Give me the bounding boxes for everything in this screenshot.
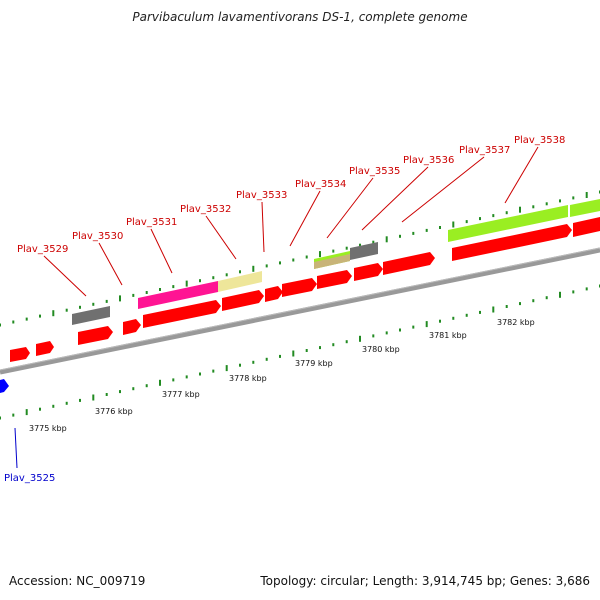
kbp-scale: 3775 kbp 3776 kbp 3777 kbp 3778 kbp 3779 kbp… bbox=[29, 318, 535, 433]
kbp-scale-label: 3782 kbp bbox=[497, 318, 535, 327]
gene-label[interactable]: Plav_3538 bbox=[514, 135, 565, 146]
kbp-scale-label: 3778 kbp bbox=[229, 374, 267, 383]
category-bar-magenta[interactable] bbox=[138, 281, 218, 309]
gene-arrow[interactable] bbox=[354, 263, 383, 281]
gene-arrow[interactable] bbox=[265, 286, 283, 302]
category-bar-khaki[interactable] bbox=[218, 271, 262, 292]
category-bar-lime-large[interactable] bbox=[448, 205, 568, 242]
reverse-gene-arrow[interactable] bbox=[0, 379, 9, 393]
leader-line bbox=[401, 156, 485, 223]
gene-label[interactable]: Plav_3534 bbox=[295, 179, 346, 190]
gene-arrow[interactable] bbox=[222, 290, 264, 311]
gene-label-track: Plav_3525Plav_3529Plav_3530Plav_3531Plav… bbox=[4, 135, 565, 484]
inner-tick-track bbox=[0, 284, 600, 420]
gene-arrow[interactable] bbox=[573, 217, 600, 237]
leader-line bbox=[43, 255, 87, 297]
gene-label[interactable]: Plav_3533 bbox=[236, 190, 287, 201]
gene-label[interactable]: Plav_3525 bbox=[4, 473, 55, 484]
genome-title: Parvibaculum lavamentivorans DS-1, compl… bbox=[132, 10, 468, 24]
gene-label[interactable]: Plav_3531 bbox=[126, 217, 177, 228]
leader-line bbox=[361, 166, 429, 231]
leader-line bbox=[98, 242, 123, 286]
category-bar-gray-2[interactable] bbox=[350, 242, 378, 260]
label-leader-lines bbox=[14, 146, 539, 469]
gene-arrow[interactable] bbox=[78, 326, 113, 345]
kbp-scale-label: 3781 kbp bbox=[429, 331, 467, 340]
genome-summary-text: Topology: circular; Length: 3,914,745 bp… bbox=[260, 574, 590, 588]
leader-line bbox=[326, 177, 374, 239]
gene-label[interactable]: Plav_3530 bbox=[72, 231, 123, 242]
leader-line bbox=[289, 190, 321, 247]
forward-gene-track bbox=[10, 217, 600, 362]
gene-arrow[interactable] bbox=[282, 278, 317, 297]
kbp-scale-label: 3775 kbp bbox=[29, 424, 67, 433]
gene-arrow[interactable] bbox=[123, 319, 141, 335]
gene-arrow[interactable] bbox=[317, 270, 352, 289]
gene-label[interactable]: Plav_3535 bbox=[349, 166, 400, 177]
gene-arrow[interactable] bbox=[36, 341, 54, 356]
gene-label[interactable]: Plav_3532 bbox=[180, 204, 231, 215]
leader-line bbox=[261, 201, 265, 253]
gene-label[interactable]: Plav_3529 bbox=[17, 244, 68, 255]
kbp-scale-label: 3780 kbp bbox=[362, 345, 400, 354]
category-track bbox=[72, 199, 600, 325]
accession-text: Accession: NC_009719 bbox=[9, 574, 146, 588]
kbp-scale-label: 3777 kbp bbox=[162, 390, 200, 399]
outer-tick-track bbox=[0, 190, 600, 327]
leader-line bbox=[205, 215, 237, 260]
leader-line bbox=[14, 427, 18, 469]
gene-arrow[interactable] bbox=[10, 347, 30, 362]
gene-label[interactable]: Plav_3536 bbox=[403, 155, 454, 166]
genome-backbone-highlight bbox=[0, 247, 600, 371]
genome-backbone bbox=[0, 247, 600, 375]
leader-line bbox=[150, 228, 173, 274]
gene-arrow[interactable] bbox=[143, 300, 221, 328]
gene-arrow[interactable] bbox=[383, 252, 435, 275]
kbp-scale-label: 3779 kbp bbox=[295, 359, 333, 368]
category-bar-lime-edge[interactable] bbox=[570, 199, 600, 217]
category-bar-gray[interactable] bbox=[72, 306, 110, 325]
gene-arrow[interactable] bbox=[452, 224, 572, 261]
leader-line bbox=[504, 146, 539, 204]
kbp-scale-label: 3776 kbp bbox=[95, 407, 133, 416]
category-bar-tan[interactable] bbox=[314, 254, 350, 269]
gene-label[interactable]: Plav_3537 bbox=[459, 145, 510, 156]
